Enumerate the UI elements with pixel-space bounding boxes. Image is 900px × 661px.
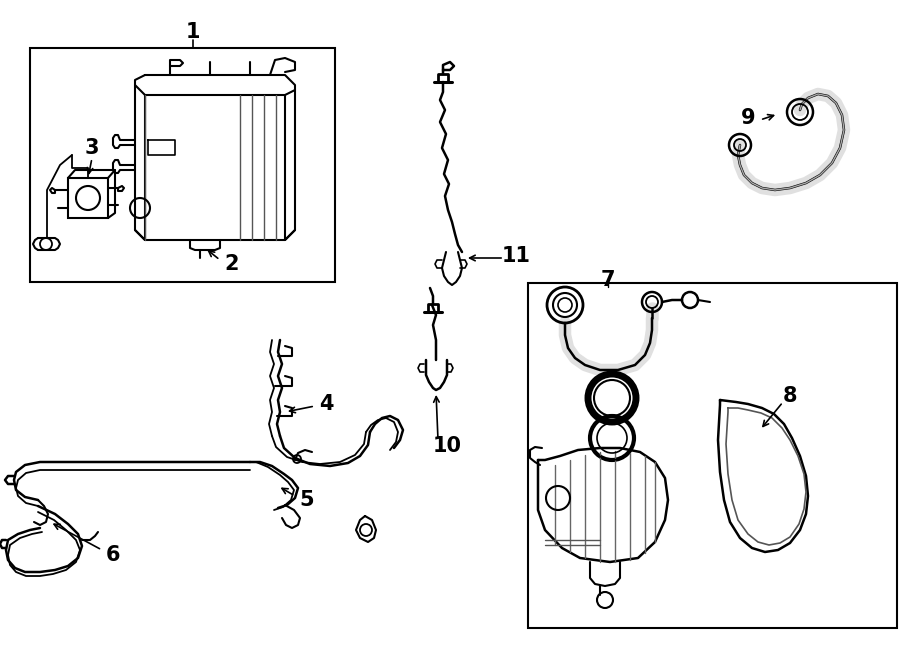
Text: 8: 8 xyxy=(783,386,797,406)
Text: 7: 7 xyxy=(601,270,616,290)
Text: 5: 5 xyxy=(300,490,314,510)
Text: 9: 9 xyxy=(741,108,755,128)
Text: 3: 3 xyxy=(85,138,99,158)
Text: 6: 6 xyxy=(106,545,121,565)
Text: 1: 1 xyxy=(185,22,200,42)
Text: 10: 10 xyxy=(433,436,462,456)
Text: 2: 2 xyxy=(225,254,239,274)
Text: 11: 11 xyxy=(501,246,530,266)
Text: 4: 4 xyxy=(319,394,333,414)
